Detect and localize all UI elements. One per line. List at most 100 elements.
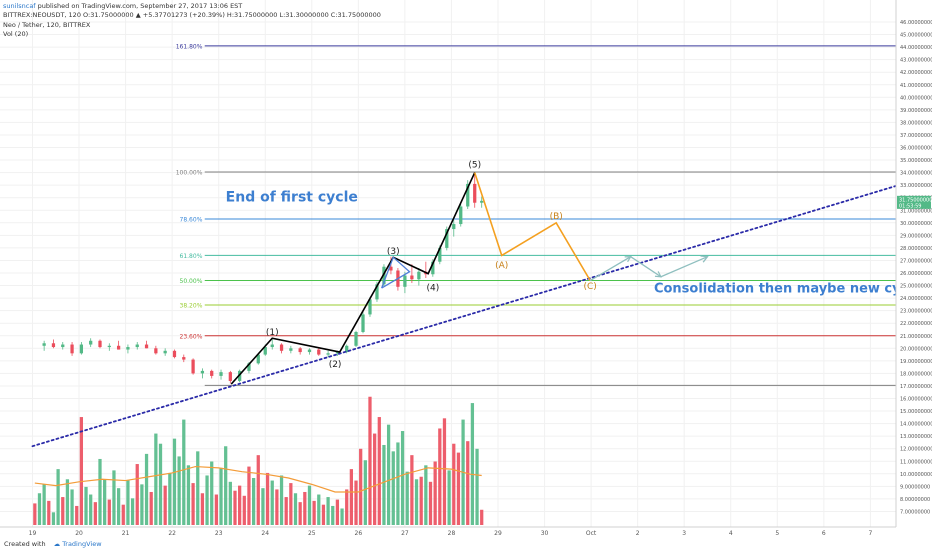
chart-annotation: Consolidation then maybe new cycle (654, 281, 922, 296)
candle-body (144, 344, 149, 349)
price-tick-label: 27.00000000 (900, 258, 932, 264)
candle-body (410, 275, 414, 280)
volume-ma-line (34, 465, 482, 493)
volume-label: Vol (20) (3, 30, 29, 38)
drawings: (1) (2) (3) (4) (5) (A) (B) (C) End of first cyc… (31, 160, 932, 448)
price-tick-label: 44.00000000 (900, 45, 932, 51)
candle-body (247, 363, 251, 371)
candle-body (61, 344, 65, 348)
volume-bar (335, 499, 340, 525)
footer: Created with ☁ TradingView (4, 540, 102, 548)
candle-body (279, 344, 284, 351)
volume-bar (317, 494, 321, 525)
price-tick-label: 19.00000000 (900, 359, 932, 365)
price-tick-label: 29.00000000 (900, 233, 932, 239)
price-tick-label: 16.00000000 (900, 397, 932, 403)
consolidation-arrowhead (654, 271, 662, 278)
volume-bar (419, 476, 423, 525)
time-tick-label: 6 (822, 530, 826, 537)
volume-bar (279, 475, 284, 525)
candle-body (107, 345, 111, 348)
volume-bar (275, 489, 279, 525)
volume-bar (228, 481, 232, 525)
volume-bar (149, 491, 153, 525)
volume-bar (251, 478, 256, 525)
volume-bar (265, 472, 270, 525)
candle-body (200, 370, 205, 374)
volume-bar (433, 461, 437, 525)
volume-bar (368, 396, 372, 525)
candle-body (163, 350, 167, 354)
volume-bar (345, 489, 349, 525)
candle-body (70, 344, 74, 354)
volume-bar (51, 512, 56, 525)
price-tick-label: 39.00000000 (900, 108, 932, 114)
price-tick-label: 46.00000000 (900, 20, 932, 26)
candle-body (438, 247, 442, 262)
volume-bar (298, 502, 302, 525)
price-tick-label: 31.00000000 (900, 208, 932, 214)
publish-line: sunilsncaf published on TradingView.com,… (3, 2, 242, 10)
candle-body (317, 349, 321, 355)
tradingview-brand[interactable]: TradingView (62, 540, 102, 548)
volume-bar (126, 480, 130, 525)
volume-bar (377, 417, 381, 525)
axes: 7.00000000 8.00000000 9.00000000 10.0000000… (0, 0, 932, 537)
candle-body (307, 349, 312, 353)
volume-bar (321, 504, 326, 525)
volume-bar (470, 403, 475, 525)
volume-bar (93, 502, 97, 525)
volume-bar (256, 455, 260, 525)
volume-bar (386, 424, 391, 525)
volume-bar (373, 433, 377, 525)
volume-bar (79, 417, 84, 525)
time-tick-label: 21 (122, 530, 130, 537)
volume-bar (382, 444, 386, 525)
candle-body (326, 353, 330, 355)
fib-level-label: 38.20% (180, 303, 203, 310)
price-tick-label: 24.00000000 (900, 296, 932, 302)
candle-body (289, 348, 293, 351)
fib-level-label: 100.00% (176, 169, 203, 176)
volume-bar (130, 498, 135, 525)
candle-body (354, 331, 358, 346)
corrective-wave-path (473, 172, 591, 281)
volume-bar (480, 509, 484, 525)
trendline (31, 174, 932, 448)
volume-bar (89, 494, 93, 525)
candle-body (298, 348, 302, 353)
price-tick-label: 9.00000000 (900, 484, 930, 490)
fib-level-label: 50.00% (180, 278, 203, 285)
volume-bar (284, 497, 288, 525)
wave-label: (3) (387, 247, 400, 257)
author-link[interactable]: sunilsncaf (3, 2, 36, 10)
candle-body (116, 345, 121, 350)
tradingview-cloud-icon: ☁ (53, 540, 61, 548)
candle-body (210, 370, 214, 376)
volume-bar (261, 488, 265, 525)
volume-bar (210, 461, 214, 525)
volume-bar (103, 479, 107, 525)
consolidation-arrowhead (624, 256, 632, 263)
volume-bar (107, 499, 111, 525)
volume-bar (396, 442, 400, 525)
time-tick-label: Oct (586, 530, 597, 537)
wave-label: (5) (468, 160, 481, 170)
time-tick-label: 28 (448, 530, 456, 537)
volume-bar (326, 497, 330, 525)
consolidation-path (589, 255, 708, 282)
volume-bar (331, 505, 335, 525)
volume-bar (414, 479, 419, 525)
price-tick-label: 43.00000000 (900, 58, 932, 64)
volume-bar (363, 460, 367, 525)
price-tick-label: 34.00000000 (900, 171, 932, 177)
volume-bar (312, 500, 316, 525)
volume-bar (354, 480, 358, 525)
volume-bar (219, 467, 223, 525)
time-tick-label: 26 (355, 530, 363, 537)
grid (0, 0, 896, 527)
time-tick-label: 3 (682, 530, 686, 537)
candle-body (256, 354, 260, 364)
candle-body (263, 347, 267, 355)
